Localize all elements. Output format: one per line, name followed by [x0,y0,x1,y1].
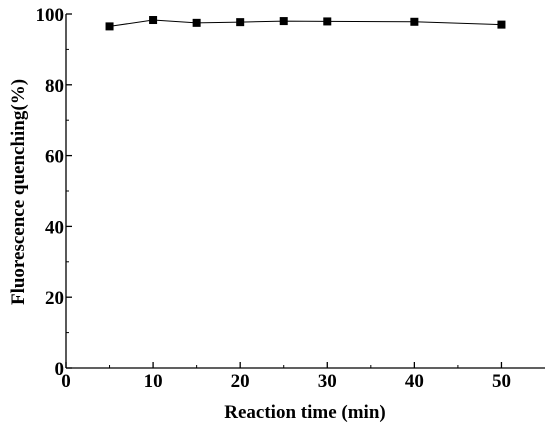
data-point [410,17,419,26]
x-axis-label: Reaction time (min) [224,402,385,423]
axes: 0 10 20 30 40 50 0 20 40 60 80 100 [36,5,545,392]
data-point [279,17,288,26]
data-point [497,20,506,29]
y-tick-label-100: 100 [36,5,65,26]
y-tick-label-0: 0 [55,359,65,380]
data-point [105,22,114,31]
y-tick-label-20: 20 [45,288,64,309]
x-tick-label-40: 40 [405,371,424,392]
y-tick-label-60: 60 [45,147,64,168]
y-tick-label-80: 80 [45,76,64,97]
data-point [323,17,332,26]
series-line [109,19,502,27]
y-axis-label: Fluorescence quenching(%) [8,79,29,305]
x-tick-label-0: 0 [61,371,71,392]
data-point [192,18,201,27]
data-point [149,16,158,25]
data-point [236,18,245,27]
x-tick-label-50: 50 [492,371,511,392]
x-tick-label-20: 20 [231,371,250,392]
x-tick-label-30: 30 [318,371,337,392]
y-tick-label-40: 40 [45,217,64,238]
x-tick-label-10: 10 [144,371,163,392]
series-layer [105,16,506,31]
